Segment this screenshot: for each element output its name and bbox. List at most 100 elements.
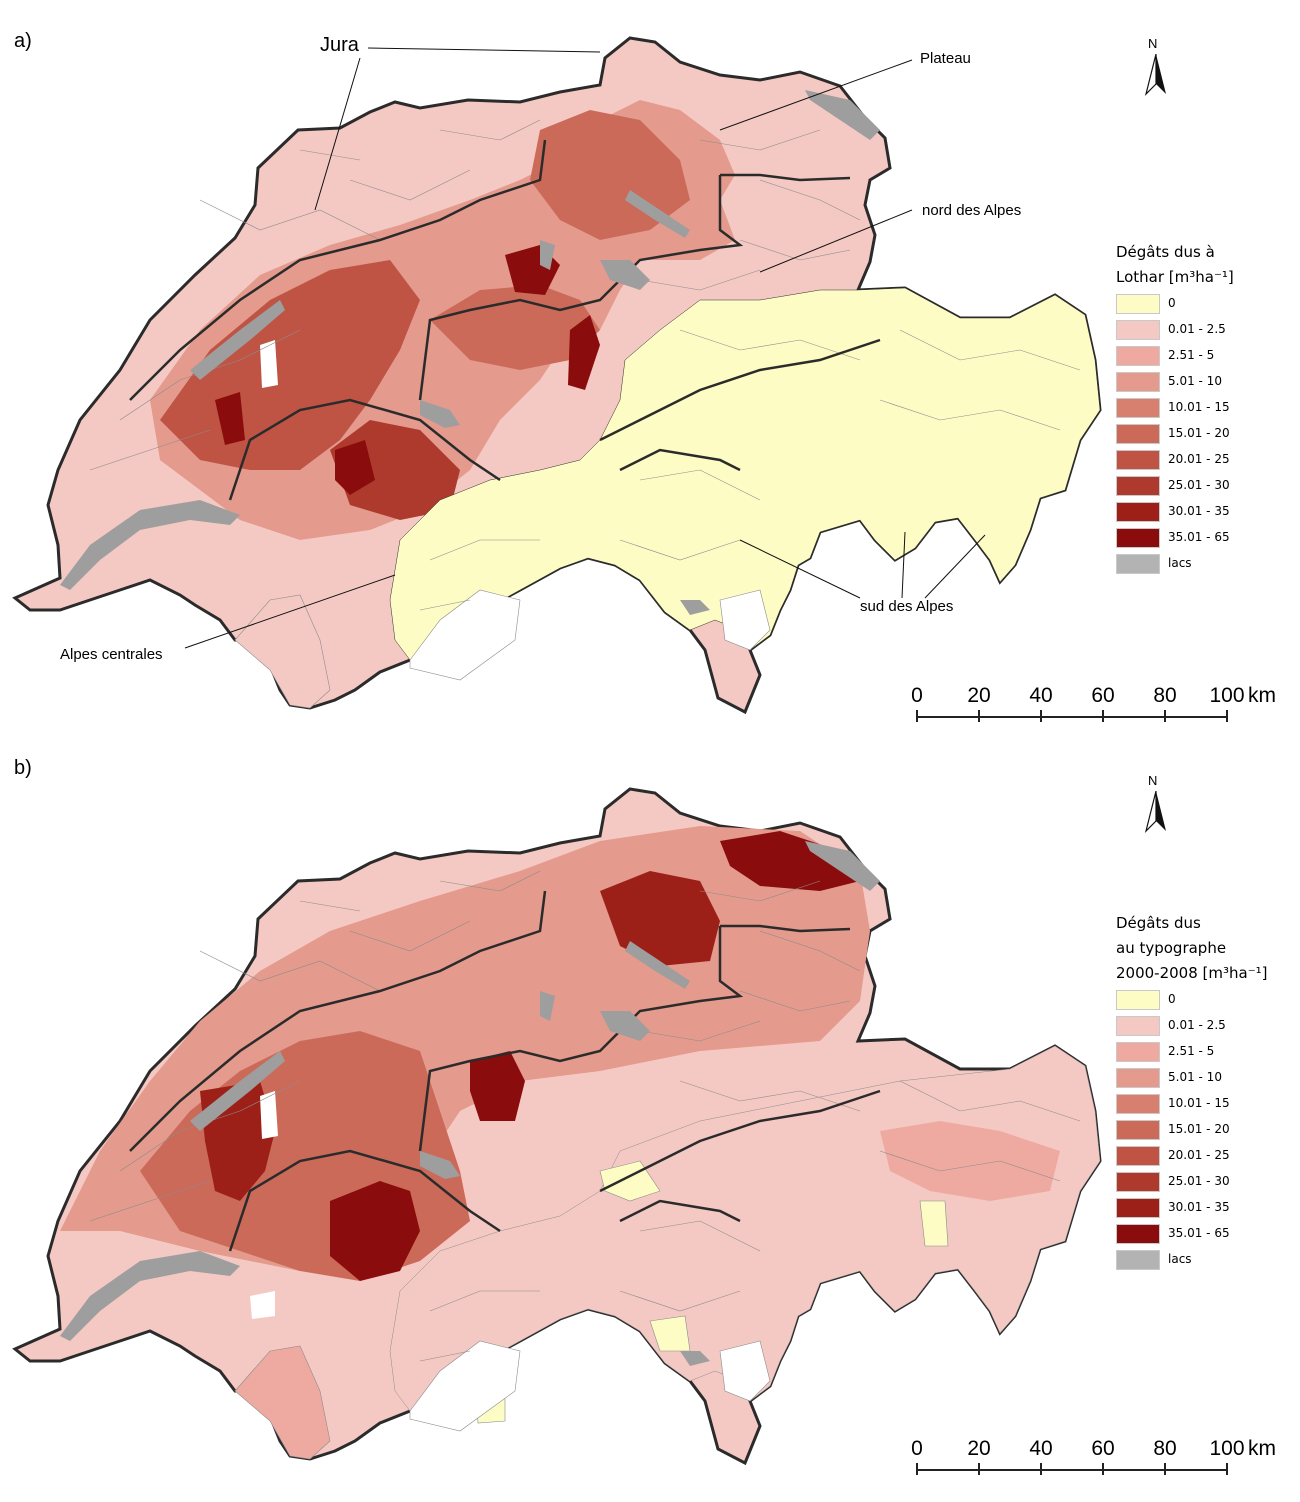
panel-lothar: a) xyxy=(12,30,1290,734)
lake-sempach xyxy=(540,240,555,270)
legend-swatch xyxy=(1116,990,1160,1010)
zero-patch xyxy=(919,1200,949,1247)
legend-item: 35.01 - 65 xyxy=(1116,526,1234,552)
scale-unit: km xyxy=(1248,1437,1276,1460)
legend-typographe: Dégâts dus au typographe 2000-2008 [m³ha… xyxy=(1116,911,1268,1274)
legend-swatch xyxy=(1116,554,1160,574)
panel-label: b) xyxy=(14,757,32,779)
lake-neuchatel xyxy=(190,1051,285,1131)
lake-thun xyxy=(420,400,460,428)
legend-label: 2.51 - 5 xyxy=(1168,348,1215,362)
legend-swatch xyxy=(1116,346,1160,366)
lake-lucerne xyxy=(600,1011,650,1041)
legend-label: 30.01 - 35 xyxy=(1168,504,1230,518)
valais-west xyxy=(234,1345,331,1460)
legend-swatch xyxy=(1116,1094,1160,1114)
damage-core-bernese xyxy=(330,1181,420,1281)
legend-swatch xyxy=(1116,476,1160,496)
legend-item: 30.01 - 35 xyxy=(1116,500,1234,526)
legend-swatch xyxy=(1116,424,1160,444)
damage-peak-4 xyxy=(215,392,245,445)
legend-items: 0 0.01 - 2.5 2.51 - 5 5.01 - 10 10.01 - … xyxy=(1116,292,1234,578)
legend-item: 0.01 - 2.5 xyxy=(1116,1014,1268,1040)
legend-title-line: Dégâts dus à xyxy=(1116,243,1215,261)
lake-maggiore xyxy=(680,1351,710,1366)
legend-item: 15.01 - 20 xyxy=(1116,1118,1268,1144)
legend-item: 2.51 - 5 xyxy=(1116,1040,1268,1066)
legend-swatch xyxy=(1116,1146,1160,1166)
no-data-valais xyxy=(409,589,521,681)
legend-label: 15.01 - 20 xyxy=(1168,426,1230,440)
legend-item: lacs xyxy=(1116,552,1234,578)
lake-lucerne xyxy=(600,260,650,290)
map-typographe xyxy=(12,787,1102,1466)
scale-tick-label: 20 xyxy=(967,1437,991,1460)
damage-peak-3 xyxy=(335,440,375,495)
legend-swatch xyxy=(1116,372,1160,392)
legend-label: 5.01 - 10 xyxy=(1168,374,1222,388)
legend-swatch xyxy=(1116,294,1160,314)
north-arrow-icon xyxy=(1144,791,1166,833)
north-arrow-icon xyxy=(1144,54,1166,96)
lake-sempach xyxy=(540,991,555,1021)
legend-title-line: Dégâts dus xyxy=(1116,914,1201,932)
damage-peak-2 xyxy=(568,315,600,390)
legend-swatch xyxy=(1116,398,1160,418)
legend-swatch xyxy=(1116,502,1160,522)
scale-tick-label: 100 xyxy=(1209,1437,1245,1460)
valais-west xyxy=(234,594,331,709)
legend-swatch xyxy=(1116,528,1160,548)
damage-core-central xyxy=(430,285,600,370)
legend-label: 35.01 - 65 xyxy=(1168,530,1230,544)
scale-tick-label: 20 xyxy=(967,684,991,707)
no-data-vaud xyxy=(260,1091,278,1139)
scale-unit: km xyxy=(1248,684,1276,707)
no-data-ticino xyxy=(719,589,771,651)
legend-swatch xyxy=(1116,450,1160,470)
scale-tick-label: 80 xyxy=(1153,1437,1177,1460)
leader-lines xyxy=(184,47,986,649)
legend-label: 20.01 - 25 xyxy=(1168,1148,1230,1162)
region-label-jura: Jura xyxy=(320,34,359,56)
legend-item: 0 xyxy=(1116,988,1268,1014)
lake-constance xyxy=(805,841,880,891)
region-borders xyxy=(129,890,881,1252)
lake-leman xyxy=(60,500,240,590)
scale-tick-label: 40 xyxy=(1029,1437,1053,1460)
legend-item: 15.01 - 20 xyxy=(1116,422,1234,448)
lake-maggiore xyxy=(680,600,710,615)
legend-title-line: 2000-2008 [m³ha⁻¹] xyxy=(1116,964,1268,982)
legend-item: 0 xyxy=(1116,292,1234,318)
panel-label: a) xyxy=(14,30,32,52)
legend-label: 5.01 - 10 xyxy=(1168,1070,1222,1084)
graubuenden-zone xyxy=(880,1121,1060,1201)
legend-item: 5.01 - 10 xyxy=(1116,370,1234,396)
no-data-ticino xyxy=(719,1340,771,1402)
scale-tick xyxy=(1040,1463,1042,1475)
legend-label: 20.01 - 25 xyxy=(1168,452,1230,466)
scale-tick xyxy=(916,710,918,722)
region-label-plateau: Plateau xyxy=(920,50,971,67)
scale-tick-label: 0 xyxy=(911,1437,923,1460)
scale-tick-label: 100 xyxy=(1209,684,1245,707)
region-label-nord-alpes: nord des Alpes xyxy=(922,202,1022,219)
legend-label: 0.01 - 2.5 xyxy=(1168,1018,1226,1032)
scale-tick-label: 0 xyxy=(911,684,923,707)
scale-bar: 0 20 40 60 80 100 km xyxy=(900,684,1290,734)
scale-tick xyxy=(1040,710,1042,722)
lake-neuchatel xyxy=(190,300,285,380)
scale-tick xyxy=(1226,710,1228,722)
scale-tick-label: 40 xyxy=(1029,684,1053,707)
legend-title-line: Lothar [m³ha⁻¹] xyxy=(1116,268,1234,286)
legend-items: 0 0.01 - 2.5 2.51 - 5 5.01 - 10 10.01 - … xyxy=(1116,988,1268,1274)
legend-swatch xyxy=(1116,1016,1160,1036)
scale-tick-label: 60 xyxy=(1091,1437,1115,1460)
lake-zurich xyxy=(625,941,690,989)
damage-core-emmental xyxy=(470,1051,525,1121)
legend-item: 30.01 - 35 xyxy=(1116,1196,1268,1222)
legend-swatch xyxy=(1116,1172,1160,1192)
lakes xyxy=(60,90,880,615)
legend-item: 10.01 - 15 xyxy=(1116,1092,1268,1118)
scale-line xyxy=(917,716,1227,718)
scale-tick xyxy=(978,1463,980,1475)
